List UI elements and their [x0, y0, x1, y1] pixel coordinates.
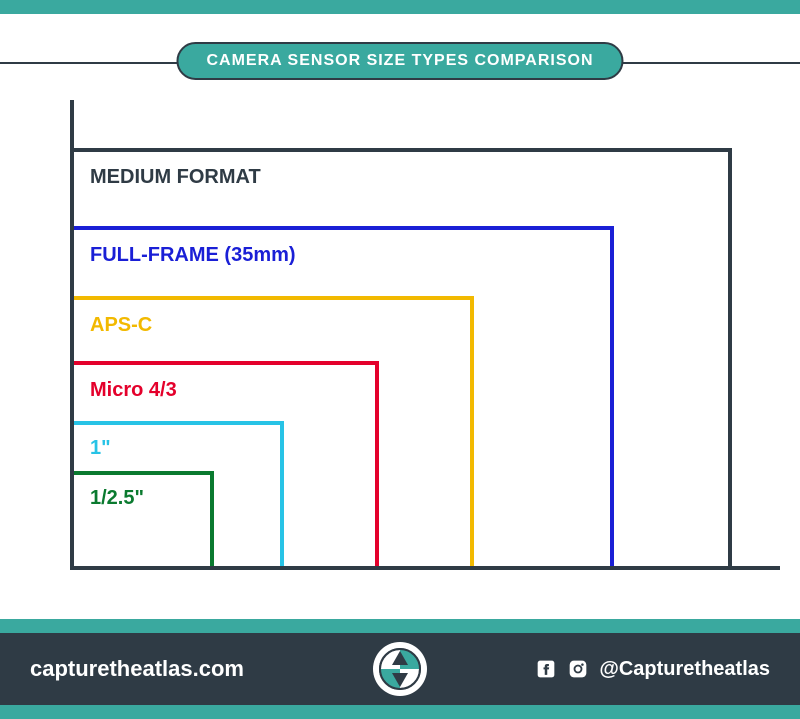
- page-title: CAMERA SENSOR SIZE TYPES COMPARISON: [206, 52, 593, 69]
- sensor-label: FULL-FRAME (35mm): [90, 244, 296, 267]
- globe-aperture-icon: [378, 647, 422, 691]
- sensor-label: Micro 4/3: [90, 379, 177, 402]
- social-wrap: @Capturetheatlas: [535, 658, 770, 681]
- brand-logo: [373, 642, 427, 696]
- sensor-label: MEDIUM FORMAT: [90, 166, 261, 189]
- footer-accent-bottom: [0, 705, 800, 719]
- sensor-label: APS-C: [90, 314, 152, 337]
- footer-url[interactable]: capturetheatlas.com: [30, 656, 244, 682]
- footer-accent-top: [0, 619, 800, 633]
- x-axis: [70, 566, 780, 570]
- instagram-icon[interactable]: [567, 658, 589, 680]
- social-handle[interactable]: @Capturetheatlas: [599, 658, 770, 681]
- sensor-box: 1/2.5": [74, 471, 214, 566]
- sensor-label: 1/2.5": [90, 487, 144, 510]
- page-title-pill: CAMERA SENSOR SIZE TYPES COMPARISON: [176, 42, 623, 80]
- facebook-icon[interactable]: [535, 658, 557, 680]
- sensor-size-chart: MEDIUM FORMAT FULL-FRAME (35mm) APS-C Micro…: [70, 100, 750, 570]
- sensor-label: 1": [90, 437, 111, 460]
- footer: capturetheatlas.com @Capturetheatlas: [0, 619, 800, 719]
- top-accent-band: [0, 0, 800, 14]
- footer-main: capturetheatlas.com @Capturetheatlas: [0, 633, 800, 705]
